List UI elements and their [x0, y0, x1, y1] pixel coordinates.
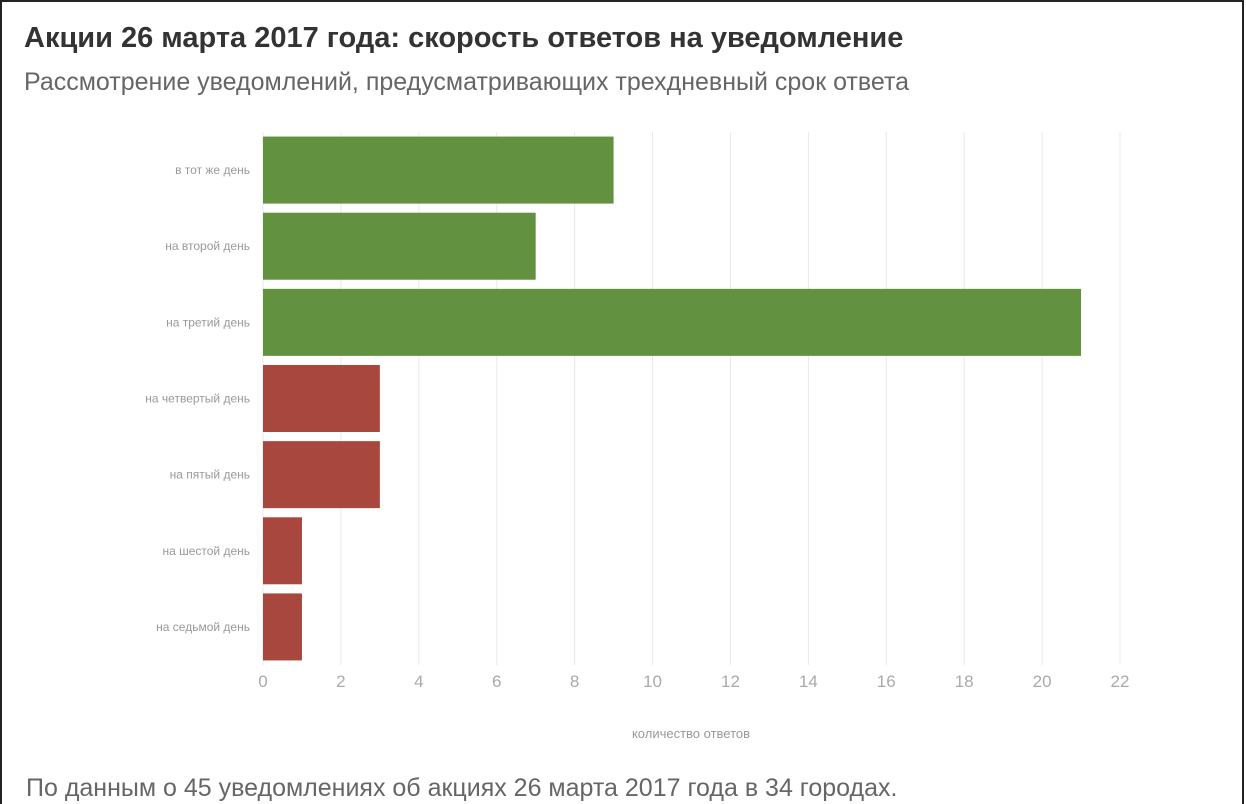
x-tick-label: 18 — [955, 672, 974, 691]
category-label: на второй день — [165, 239, 250, 253]
category-label: в тот же день — [175, 163, 250, 177]
x-tick-label: 16 — [877, 672, 896, 691]
category-label: на четвертый день — [145, 392, 250, 406]
x-tick-label: 12 — [721, 672, 740, 691]
x-tick-label: 0 — [258, 672, 267, 691]
bar — [263, 441, 380, 509]
category-label: на седьмой день — [156, 620, 250, 634]
x-tick-label: 2 — [336, 672, 345, 691]
category-label: на пятый день — [170, 468, 250, 482]
chart-subtitle: Рассмотрение уведомлений, предусматриваю… — [24, 68, 910, 96]
bar — [263, 364, 380, 433]
bar — [263, 288, 1082, 356]
footnote: По данным о 45 уведомлениях об акциях 26… — [26, 774, 898, 802]
x-tick-label: 22 — [1111, 672, 1130, 691]
x-tick-label: 10 — [643, 672, 662, 691]
category-label: на третий день — [166, 315, 250, 329]
x-tick-label: 20 — [1033, 672, 1052, 691]
bar — [263, 517, 302, 585]
category-label: на шестой день — [162, 544, 250, 558]
bar — [263, 136, 614, 204]
x-tick-labels: 0 2 4 6 8 10 12 14 16 18 20 22 — [258, 672, 1129, 691]
bar — [263, 593, 302, 661]
x-tick-label: 14 — [799, 672, 818, 691]
x-axis-label: количество ответов — [632, 726, 750, 741]
grid-lines — [262, 132, 1121, 665]
chart-title: Акции 26 марта 2017 года: скорость ответ… — [24, 22, 904, 54]
category-labels: в тот же день на второй день на третий ден… — [145, 163, 250, 634]
bars — [263, 136, 1082, 661]
x-tick-label: 8 — [570, 672, 579, 691]
x-tick-label: 4 — [414, 672, 423, 691]
x-tick-label: 6 — [492, 672, 501, 691]
bar — [263, 212, 536, 280]
